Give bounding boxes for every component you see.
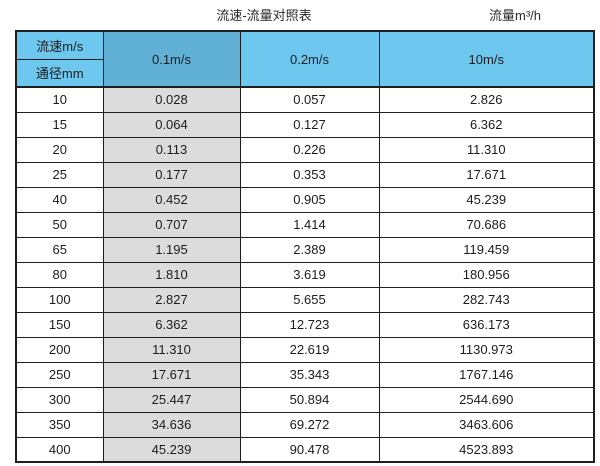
- column-header-0p2ms: 0.2m/s: [239, 30, 380, 88]
- diameter-cell: 80: [15, 261, 104, 288]
- diameter-cell: 20: [15, 136, 104, 163]
- table-row: 10 0.028 0.057 2.826: [15, 86, 595, 113]
- flow-cell-10ms: 2.826: [378, 86, 595, 113]
- table-row: 200 11.310 22.619 1130.973: [15, 336, 595, 363]
- flow-cell-10ms: 282.743: [378, 286, 595, 313]
- flow-cell-0p1ms: 0.707: [102, 211, 241, 238]
- header-row-bottom: 通径mm: [15, 58, 594, 88]
- table-row: 40 0.452 0.905 45.239: [15, 186, 595, 213]
- table-row: 300 25.447 50.894 2544.690: [15, 386, 595, 413]
- diameter-cell: 100: [15, 286, 104, 313]
- flow-cell-0p1ms: 45.239: [102, 436, 241, 463]
- table-row: 50 0.707 1.414 70.686: [15, 211, 595, 238]
- flow-cell-0p1ms: 0.028: [102, 86, 241, 113]
- table-title: 流速-流量对照表: [216, 8, 312, 23]
- flow-cell-10ms: 1130.973: [378, 336, 595, 363]
- table-body: 10 0.028 0.057 2.826 15 0.064 0.127 6.36…: [15, 86, 595, 463]
- flow-cell-0p1ms: 0.064: [102, 111, 241, 138]
- diameter-cell: 400: [15, 436, 104, 463]
- flow-cell-0p1ms: 1.810: [102, 261, 241, 288]
- flow-cell-10ms: 3463.606: [378, 411, 595, 438]
- flow-cell-0p2ms: 22.619: [239, 336, 380, 363]
- table-row: 150 6.362 12.723 636.173: [15, 311, 595, 338]
- flow-cell-10ms: 11.310: [378, 136, 595, 163]
- flow-cell-0p1ms: 34.636: [102, 411, 241, 438]
- table-row: 65 1.195 2.389 119.459: [15, 236, 595, 263]
- table-row: 250 17.671 35.343 1767.146: [15, 361, 595, 388]
- flow-cell-0p2ms: 1.414: [239, 211, 380, 238]
- flow-cell-0p2ms: 0.127: [239, 111, 380, 138]
- flow-cell-0p1ms: 6.362: [102, 311, 241, 338]
- diameter-cell: 300: [15, 386, 104, 413]
- flow-cell-10ms: 70.686: [378, 211, 595, 238]
- diameter-cell: 200: [15, 336, 104, 363]
- flow-cell-0p1ms: 0.177: [102, 161, 241, 188]
- flow-cell-10ms: 180.956: [378, 261, 595, 288]
- flow-cell-0p2ms: 0.353: [239, 161, 380, 188]
- column-header-10ms: 10m/s: [378, 30, 595, 88]
- flow-cell-10ms: 2544.690: [378, 386, 595, 413]
- diameter-cell: 40: [15, 186, 104, 213]
- header-row-top: 流速m/s 0.1m/s 0.2m/s 10m/s: [15, 30, 595, 88]
- table-row: 20 0.113 0.226 11.310: [15, 136, 595, 163]
- diameter-cell: 50: [15, 211, 104, 238]
- flow-cell-0p2ms: 5.655: [239, 286, 380, 313]
- corner-cell-diameter: 通径mm: [15, 58, 104, 88]
- diameter-cell: 150: [15, 311, 104, 338]
- table-row: 400 45.239 90.478 4523.893: [15, 436, 595, 463]
- column-header-0p1ms: 0.1m/s: [102, 30, 241, 88]
- flow-conversion-table: 流速m/s 0.1m/s 0.2m/s 10m/s 通径mm 10 0.028 …: [15, 30, 595, 463]
- corner-cell-velocity: 流速m/s: [15, 30, 104, 60]
- flow-cell-0p2ms: 2.389: [239, 236, 380, 263]
- flow-cell-0p2ms: 0.057: [239, 86, 380, 113]
- flow-cell-0p2ms: 35.343: [239, 361, 380, 388]
- flow-cell-10ms: 4523.893: [378, 436, 595, 463]
- table-row: 100 2.827 5.655 282.743: [15, 286, 595, 313]
- flow-cell-10ms: 636.173: [378, 311, 595, 338]
- flow-cell-0p2ms: 12.723: [239, 311, 380, 338]
- flow-cell-10ms: 45.239: [378, 186, 595, 213]
- flow-cell-0p1ms: 17.671: [102, 361, 241, 388]
- diameter-cell: 65: [15, 236, 104, 263]
- table-row: 25 0.177 0.353 17.671: [15, 161, 595, 188]
- flow-cell-10ms: 119.459: [378, 236, 595, 263]
- flow-cell-0p1ms: 2.827: [102, 286, 241, 313]
- flow-cell-0p1ms: 0.113: [102, 136, 241, 163]
- flow-cell-10ms: 1767.146: [378, 361, 595, 388]
- flow-cell-0p2ms: 69.272: [239, 411, 380, 438]
- flow-cell-0p1ms: 0.452: [102, 186, 241, 213]
- flow-cell-0p1ms: 1.195: [102, 236, 241, 263]
- diameter-cell: 350: [15, 411, 104, 438]
- flow-cell-0p2ms: 0.905: [239, 186, 380, 213]
- table-row: 15 0.064 0.127 6.362: [15, 111, 595, 138]
- diameter-cell: 15: [15, 111, 104, 138]
- flow-cell-0p2ms: 3.619: [239, 261, 380, 288]
- table-row: 80 1.810 3.619 180.956: [15, 261, 595, 288]
- table-row: 350 34.636 69.272 3463.606: [15, 411, 595, 438]
- flow-cell-0p2ms: 50.894: [239, 386, 380, 413]
- flow-cell-0p2ms: 0.226: [239, 136, 380, 163]
- flow-cell-0p1ms: 25.447: [102, 386, 241, 413]
- flow-cell-10ms: 17.671: [378, 161, 595, 188]
- diameter-cell: 10: [15, 86, 104, 113]
- flow-unit-label: 流量m³/h: [488, 8, 542, 23]
- table-header: 流速m/s 0.1m/s 0.2m/s 10m/s 通径mm: [15, 30, 595, 88]
- flow-cell-0p2ms: 90.478: [239, 436, 380, 463]
- diameter-cell: 250: [15, 361, 104, 388]
- flow-cell-0p1ms: 11.310: [102, 336, 241, 363]
- diameter-cell: 25: [15, 161, 104, 188]
- flow-cell-10ms: 6.362: [378, 111, 595, 138]
